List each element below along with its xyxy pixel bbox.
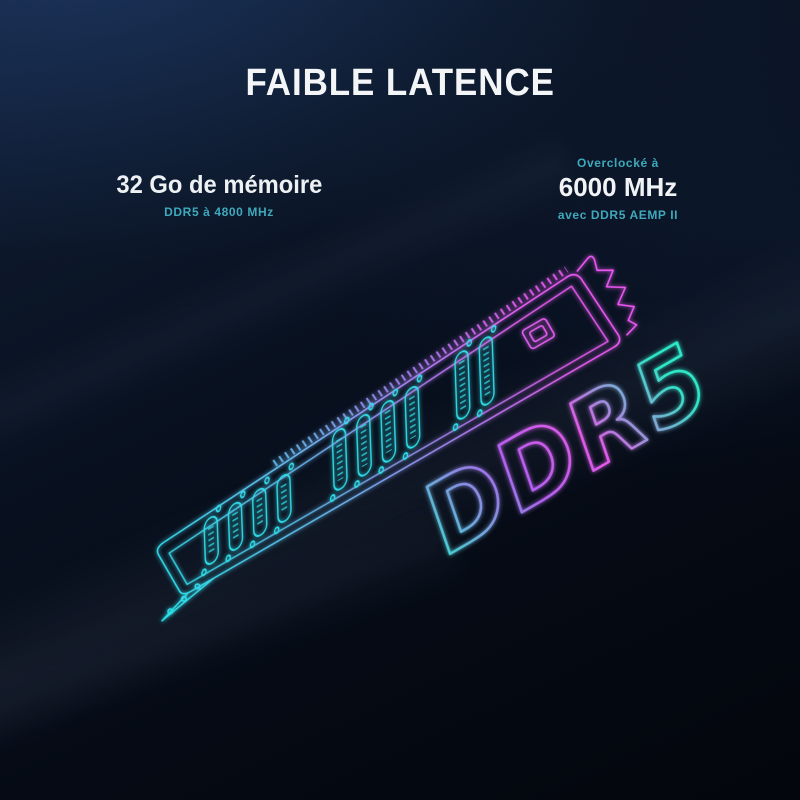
frequency-chart: Fréquence DDR5 avec AEMP II 6000 MHz DDR… (0, 620, 800, 790)
module-left-tip (161, 577, 215, 622)
module-inner-frame (168, 285, 609, 586)
ddr5-outline-text: DDR5 (405, 323, 731, 575)
overclock-value: 6000 MHz (558, 172, 678, 202)
module-outline (156, 273, 621, 595)
page-title-text: FAIBLE LATENCE (245, 62, 555, 104)
page-title: FAIBLE LATENCE (0, 62, 800, 105)
module-clip-notch (576, 255, 638, 336)
memory-stat-block: 32 Go de mémoire DDR5 à 4800 MHz (99, 171, 339, 219)
overclock-post-label: avec DDR5 AEMP II (557, 208, 679, 222)
overclock-stat-block: Overclocké à 6000 MHz avec DDR5 AEMP II (518, 156, 718, 222)
ram-module-illustration: DDR5 (156, 255, 732, 622)
ram-module-wireframe: DDR5 (156, 255, 732, 622)
memory-subheading: DDR5 à 4800 MHz (164, 205, 274, 219)
module-top-hatch (272, 266, 569, 467)
memory-heading: 32 Go de mémoire (116, 171, 322, 199)
chip-outline (521, 318, 555, 350)
chip-inner (529, 325, 548, 343)
overclock-pre-label: Overclocké à (577, 156, 659, 170)
